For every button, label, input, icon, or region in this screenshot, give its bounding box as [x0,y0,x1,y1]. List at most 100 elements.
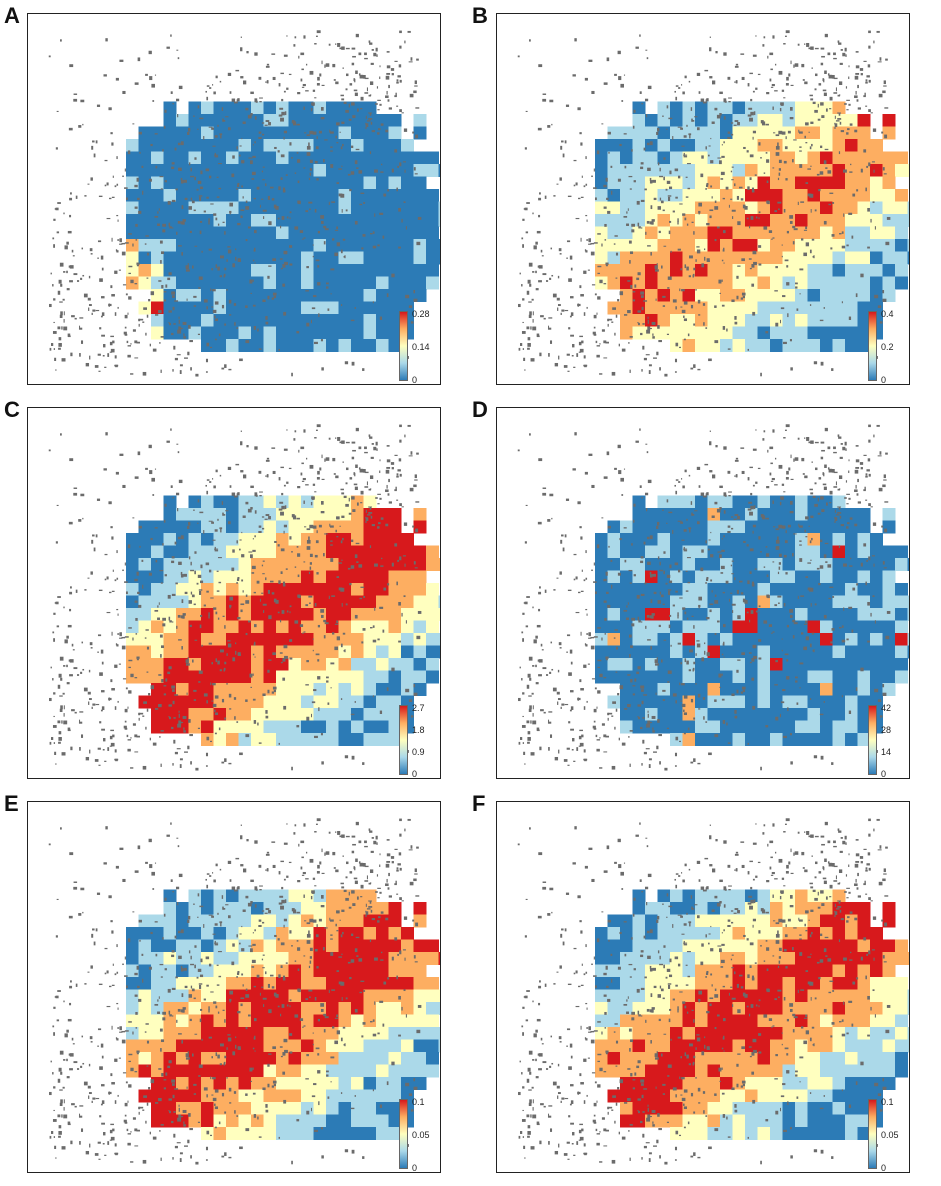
building [356,561,359,563]
building [388,84,390,89]
grid-cell [401,139,414,152]
building [519,272,521,275]
grid-cell [213,176,227,190]
grid-cell [351,633,364,646]
grid-cell [313,189,327,202]
building [137,591,140,594]
building [868,162,871,167]
grid-cell [907,595,909,609]
building [686,163,691,165]
building [781,255,783,258]
building [610,559,613,562]
building [358,564,363,568]
building [122,484,126,488]
building [646,508,648,512]
building [518,347,521,351]
building [143,307,148,310]
building [681,683,685,686]
building [134,476,139,479]
grid-cell [226,608,239,621]
grid-cell [176,289,189,302]
building [698,202,703,207]
building [349,83,353,86]
building [870,218,872,223]
building [214,135,218,138]
grid-cell [288,301,302,315]
building [237,222,241,226]
building [268,122,271,126]
building [308,142,310,147]
grid-cell [607,151,621,165]
grid-cell [251,114,264,127]
grid-cell [770,570,783,584]
grid-cell [213,326,227,340]
grid-cell [845,670,858,684]
building [109,745,113,747]
building [72,649,75,651]
grid-cell [595,139,608,152]
building [259,494,262,497]
grid-cell [201,683,214,696]
building [599,343,601,345]
building [839,233,842,235]
grid-cell [401,608,414,621]
building [647,245,651,247]
building [629,730,633,732]
building [396,473,399,476]
grid-cell [276,595,289,609]
grid-cell [163,633,177,646]
building [581,175,583,178]
building [222,118,224,122]
building [289,611,291,614]
building [529,39,531,42]
building [306,546,311,550]
grid-cell [595,620,608,634]
building [715,50,718,54]
building [163,125,166,129]
grid-cell [263,495,277,509]
building [770,462,773,465]
building [291,372,293,377]
building [109,197,112,200]
building [261,592,264,594]
building [314,160,318,164]
grid-cell [832,520,846,534]
building [799,164,803,168]
grid-cell [288,201,302,215]
grid-cell [657,495,671,509]
building [189,230,192,234]
grid-cell [757,658,771,671]
building [736,275,739,279]
grid-cell [401,558,414,571]
grid-cell [301,508,314,521]
building [376,54,378,57]
building [198,681,201,683]
building [171,166,175,170]
building [583,706,586,710]
grid-cell [401,176,414,190]
grid-cell [782,101,796,115]
building [398,601,401,606]
building [278,477,281,481]
building [205,358,209,363]
building [346,73,349,77]
building [231,567,235,572]
grid-cell [707,733,721,746]
grid-cell [632,251,646,265]
grid-cell [351,126,364,140]
grid-cell [882,545,896,559]
building [288,73,292,76]
building [171,332,174,336]
building [760,372,762,377]
building [99,278,103,282]
building [865,79,868,82]
building [556,691,560,695]
building [837,40,840,43]
building [309,159,313,164]
grid-cell [263,101,277,115]
building [785,83,789,86]
grid-cell [376,276,389,290]
building [58,342,62,347]
grid-cell [363,339,377,352]
building [183,573,187,577]
